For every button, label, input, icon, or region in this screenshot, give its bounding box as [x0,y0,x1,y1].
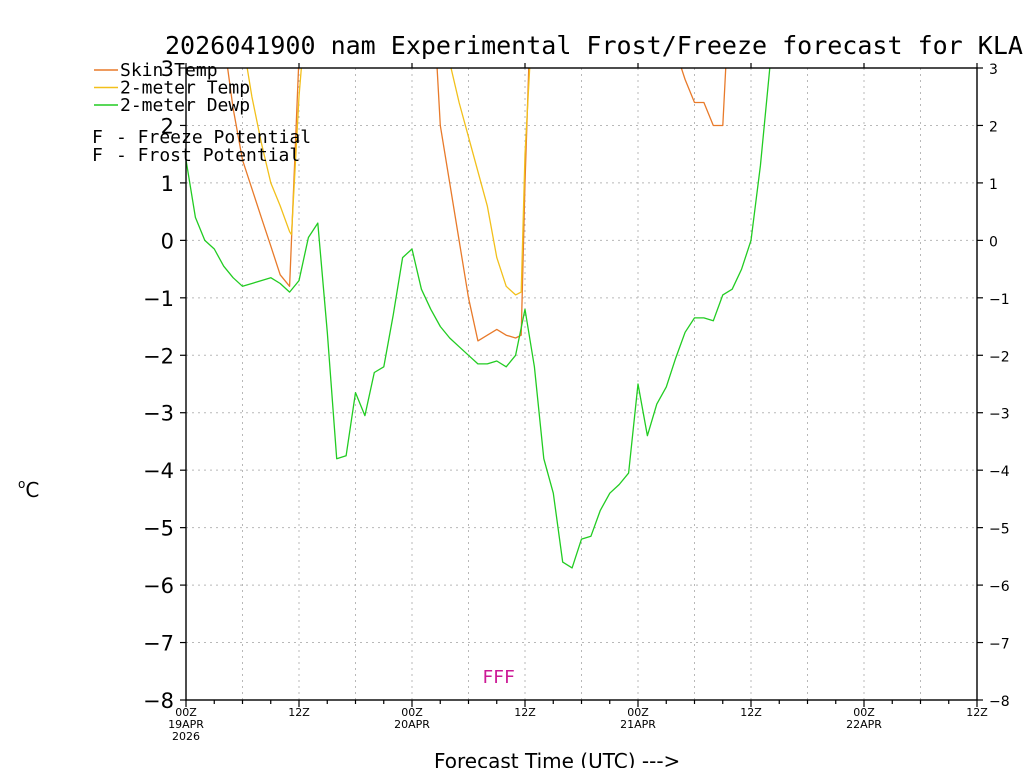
x-tick-label: 00Z [627,706,649,719]
x-tick-label: 20APR [394,718,430,731]
series-skin-temp [226,68,727,342]
y-tick-label: 1 [161,172,174,196]
y-tick-label-right: −5 [989,522,1010,538]
y-tick-label: 0 [161,229,174,253]
x-tick-label: 12Z [966,706,988,719]
y-tick-label: −4 [143,459,174,483]
legend-label: 2-meter Temp [120,78,250,99]
y-tick-label: −3 [143,402,174,426]
units-letter: C [25,478,39,502]
y-tick-label-right: 3 [989,62,998,78]
y-tick-label: −8 [143,689,174,713]
legend-label: Skin Temp [120,60,218,81]
legend-label: 2-meter Dewp [120,95,250,116]
chart-title: 2026041900 nam Experimental Frost/Freeze… [165,31,1024,60]
series-2-meter-temp [246,68,531,296]
x-tick-label: 2026 [172,730,200,743]
y-tick-label: −6 [143,574,174,598]
y-tick-label-right: −6 [989,579,1010,595]
series-group [186,68,771,569]
y-axis: −8 −8 −7 −7 −6 −6 −5 −5 −4 −4 −3 −3 −2 −2 −1 −1 0 0 1 1 2 2 3 3 [143,57,1010,713]
x-axis-title: Forecast Time (UTC) ---> [434,749,680,768]
units-superscript: o [18,477,25,491]
y-tick-label-right: −3 [989,407,1010,423]
y-tick-label-right: −7 [989,637,1010,653]
y-tick-label-right: −2 [989,349,1010,365]
y-tick-label: −5 [143,517,174,541]
freeze-potential-flags: FFF [482,667,515,688]
legend-marker: F [92,127,103,148]
legend-marker: F [92,145,103,166]
series-2-meter-dewp [186,68,771,569]
x-tick-label: 12Z [740,706,762,719]
y-tick-label: 3 [161,57,174,81]
y-tick-label-right: 2 [989,119,998,135]
x-tick-label: 19APR [168,718,204,731]
x-tick-label: 00Z [853,706,875,719]
x-tick-label: 22APR [846,718,882,731]
y-tick-label-right: 1 [989,177,998,193]
y-tick-label-right: −1 [989,292,1010,308]
legend-potential-label: - Frost Potential [116,145,300,166]
legend-potential-label: - Freeze Potential [116,127,311,148]
y-tick-label: −1 [143,287,174,311]
grid [186,68,977,700]
x-tick-label: 12Z [288,706,310,719]
x-tick-label: 21APR [620,718,656,731]
y-tick-label-right: 0 [989,234,998,250]
x-tick-label: 00Z [401,706,423,719]
y-tick-label: −7 [143,632,174,656]
y-axis-units: oC [18,477,39,502]
y-tick-label-right: −8 [989,694,1010,710]
y-tick-label-right: −4 [989,464,1010,480]
y-tick-label: 2 [161,114,174,138]
x-tick-label: 00Z [175,706,197,719]
y-tick-label: −2 [143,344,174,368]
plot-frame [185,67,978,701]
x-tick-label: 12Z [514,706,536,719]
